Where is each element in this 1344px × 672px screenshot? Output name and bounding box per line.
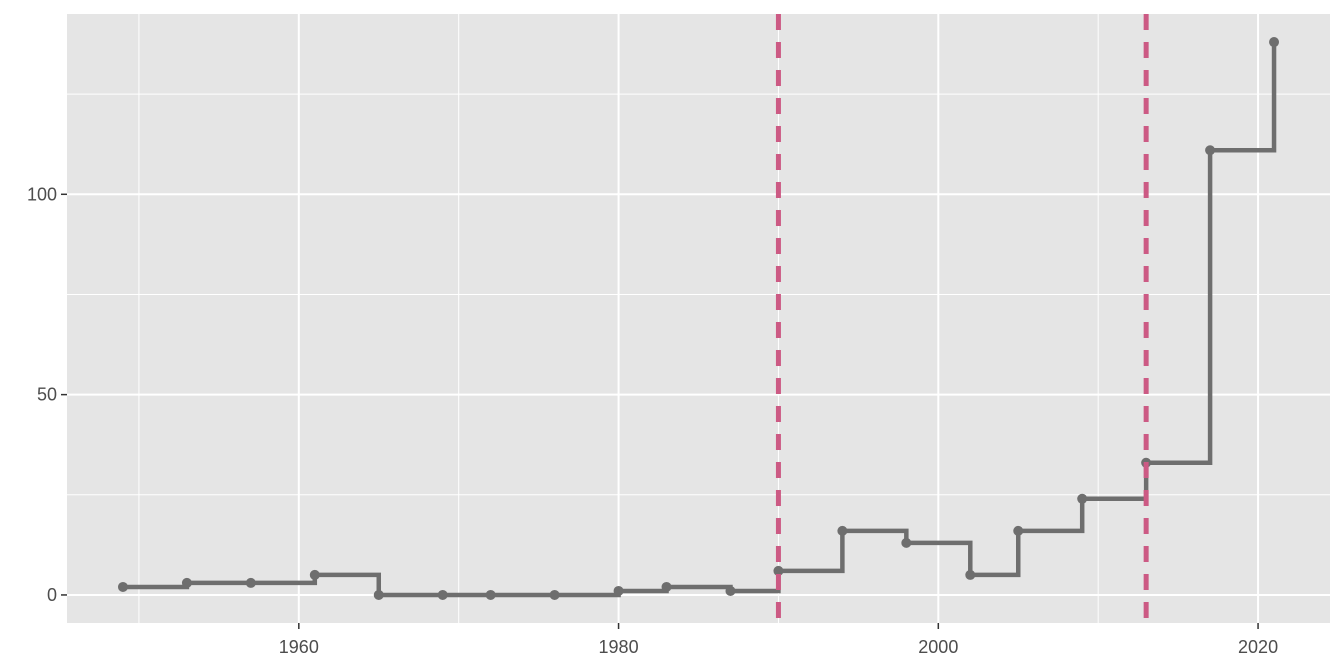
data-point [1077,493,1088,504]
y-tick-label: 50 [37,385,57,405]
y-tick-label: 0 [47,585,57,605]
data-point [965,569,976,580]
data-point [1269,37,1280,48]
y-tick-label: 100 [27,184,57,204]
x-tick-label: 2020 [1238,637,1278,657]
x-tick-label: 1980 [599,637,639,657]
reference-lines [775,14,1149,623]
data-point [437,589,448,600]
plot-panel [67,14,1330,623]
data-point [485,589,496,600]
data-point [117,581,128,592]
axis-ticks [61,193,1259,629]
data-point [661,581,672,592]
data-point [1205,145,1216,156]
minor-gridlines [67,14,1330,623]
data-point [549,589,560,600]
step-line [122,42,1277,598]
x-axis-tick-labels: 1960 1980 2000 2020 [279,637,1278,657]
data-point [613,585,624,596]
data-point [837,525,848,536]
data-point [901,537,912,548]
data-point [373,589,384,600]
data-point [181,577,192,588]
data-point [1013,525,1024,536]
data-point [773,565,784,576]
data-point [245,577,256,588]
data-point [309,569,320,580]
major-gridlines [67,14,1330,623]
x-tick-label: 1960 [279,637,319,657]
y-axis-tick-labels: 0 50 100 [27,184,57,605]
data-point [725,585,736,596]
x-tick-label: 2000 [918,637,958,657]
